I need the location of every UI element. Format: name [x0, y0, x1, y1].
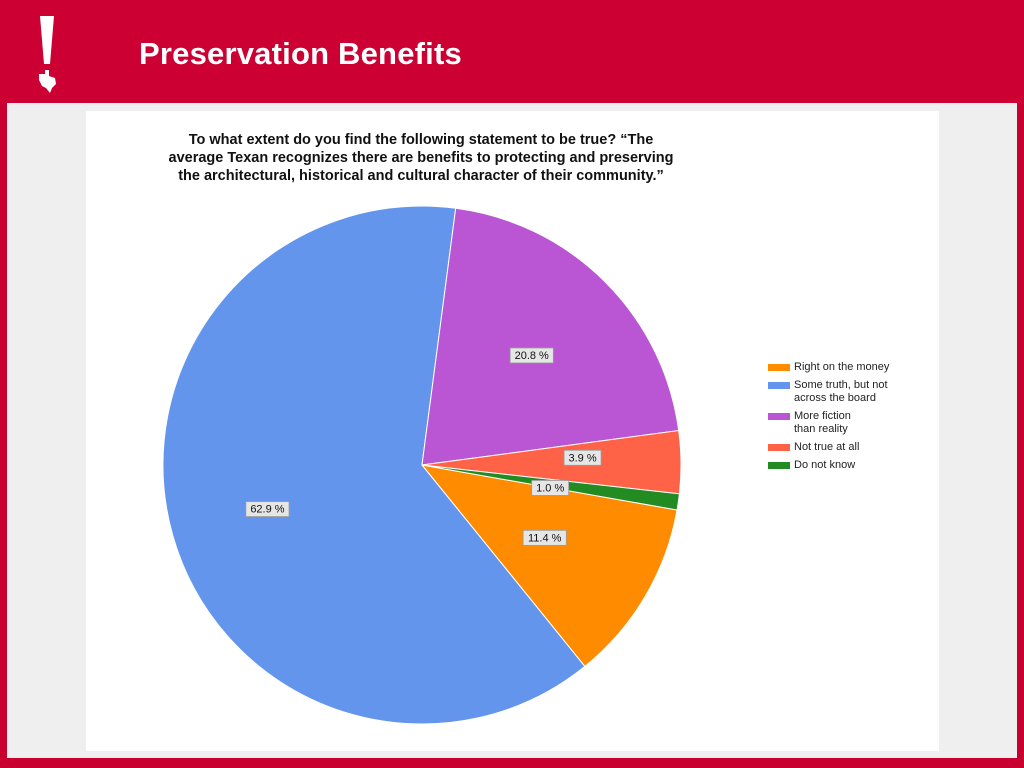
pie-chart: 11.4 % 62.9 % 20.8 % 3.9 % 1.0 %: [162, 205, 682, 725]
chart-panel: To what extent do you find the following…: [86, 111, 939, 751]
slice-value-box: [531, 480, 570, 496]
legend-swatch: [768, 462, 790, 469]
legend-swatch: [768, 382, 790, 389]
legend-label: Not true at all: [794, 441, 860, 453]
chart-title-line: To what extent do you find the following…: [188, 132, 654, 148]
pie-slice: [162, 205, 586, 725]
slice-value-label: 62.9 %: [245, 501, 290, 517]
slide-header: Preservation Benefits: [0, 0, 1024, 103]
slice-value-text: 20.8 %: [515, 350, 549, 362]
slice-value-text: 11.4 %: [528, 532, 562, 544]
legend-label: Right on the money: [794, 361, 890, 373]
slice-value-text: 1.0 %: [536, 482, 564, 494]
pie-slice: [421, 207, 680, 466]
slice-value-text: 62.9 %: [250, 504, 284, 516]
chart-title-line: the architectural, historical and cultur…: [178, 168, 664, 184]
legend-label: Some truth, but not across the board: [794, 379, 888, 404]
slice-value-label: 11.4 %: [522, 529, 567, 546]
slice-value-label: 3.9 %: [563, 449, 602, 466]
slice-value-label: 1.0 %: [531, 480, 570, 496]
legend-item: Do not know: [768, 459, 938, 472]
slide-title: Preservation Benefits: [139, 36, 462, 71]
exclamation-texas-logo-icon: [39, 16, 56, 93]
legend-label: More fiction than reality: [794, 410, 851, 435]
legend-swatch: [768, 444, 790, 451]
slice-value-text: 3.9 %: [569, 452, 597, 464]
legend-item: Right on the money: [768, 361, 938, 374]
legend-swatch: [768, 413, 790, 420]
slice-value-box: [563, 449, 602, 466]
slice-value-box: [245, 501, 290, 517]
chart-title: To what extent do you find the following…: [86, 131, 756, 185]
content-area: To what extent do you find the following…: [7, 103, 1017, 758]
chart-title-line: average Texan recognizes there are benef…: [168, 150, 674, 166]
legend-swatch: [768, 364, 790, 371]
slice-value-box: [522, 529, 567, 546]
chart-legend: Right on the money Some truth, but not a…: [768, 361, 938, 477]
legend-label: Do not know: [794, 459, 856, 471]
legend-item: Not true at all: [768, 441, 938, 454]
pie-slice: [420, 464, 678, 668]
legend-item: Some truth, but not across the board: [768, 379, 938, 405]
slice-value-box: [509, 347, 554, 364]
legend-item: More fiction than reality: [768, 410, 938, 436]
slice-value-label: 20.8 %: [509, 347, 554, 364]
